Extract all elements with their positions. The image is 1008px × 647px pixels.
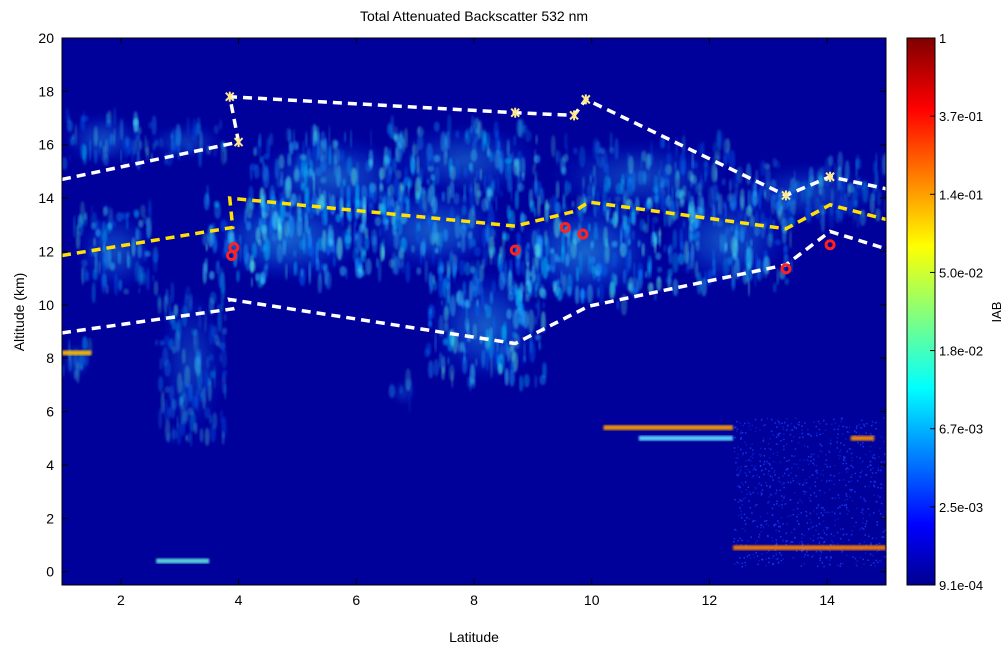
colorbar: [906, 37, 936, 586]
aerosol-band: [850, 435, 875, 441]
x-tick-label: 8: [470, 592, 478, 608]
colorbar-tick-label: 5.0e-02: [939, 265, 983, 280]
cloud-base-line: [62, 229, 886, 346]
cloud-region: [354, 176, 511, 284]
y-tick-label: 18: [38, 83, 54, 99]
y-tick-label: 8: [46, 350, 54, 366]
star-marker: [781, 190, 791, 201]
aerosol-layer: [62, 350, 886, 564]
y-tick-label: 0: [46, 564, 54, 580]
colorbar-tick-label: 3.7e-01: [939, 109, 983, 124]
x-tick-label: 10: [584, 592, 600, 608]
aerosol-band: [156, 558, 210, 564]
aerosol-band: [603, 425, 733, 431]
colorbar-tick-label: 6.7e-03: [939, 422, 983, 437]
y-tick-label: 2: [46, 510, 54, 526]
y-tick-label: 14: [38, 190, 54, 206]
aerosol-band: [732, 545, 886, 551]
chart-title: Total Attenuated Backscatter 532 nm: [360, 8, 588, 24]
colorbar-tick-label: 2.5e-03: [939, 500, 983, 515]
x-tick-label: 12: [702, 592, 718, 608]
x-tick-label: 14: [819, 592, 835, 608]
colorbar-tick-label: 1.4e-01: [939, 187, 983, 202]
cloud-layer: [62, 106, 886, 568]
cloud-region: [382, 114, 545, 208]
x-axis-label: Latitude: [449, 629, 499, 645]
marker-layer: [225, 91, 836, 275]
red-marker: [577, 228, 589, 240]
star-marker: [581, 94, 591, 105]
y-tick-label: 10: [38, 297, 54, 313]
colorbar-tick-label: 1.8e-02: [939, 344, 983, 359]
red-marker: [509, 244, 521, 256]
x-tick-label: 4: [235, 592, 243, 608]
red-marker: [559, 221, 571, 233]
star-marker: [233, 137, 244, 148]
tropopause-line: [62, 196, 886, 258]
colorbar-ticks: 1 3.7e-01 1.4e-01 5.0e-02 1.8e-02 6.7e-03 2.5e…: [930, 31, 983, 593]
cloud-region: [388, 368, 416, 415]
y-tick-label: 6: [46, 404, 54, 420]
y-tick-label: 4: [46, 457, 54, 473]
x-axis: 2 4 6 8 10 12 14: [117, 38, 835, 608]
cloud-region: [72, 199, 159, 304]
x-tick-label: 2: [117, 592, 125, 608]
cloud-region: [154, 281, 228, 448]
star-marker: [225, 91, 235, 102]
x-tick-label: 6: [352, 592, 360, 608]
star-marker: [825, 171, 835, 182]
star-marker: [510, 107, 520, 118]
y-tick-label: 16: [38, 137, 54, 153]
cloud-region: [62, 106, 145, 171]
y-axis-label: Altitude (km): [11, 273, 27, 352]
red-marker: [780, 263, 792, 275]
aerosol-band: [638, 435, 733, 441]
aerosol-band: [62, 350, 92, 356]
noise-region: [732, 417, 886, 568]
cloud-region: [424, 257, 547, 392]
star-marker: [569, 110, 579, 121]
red-marker: [824, 239, 836, 251]
y-tick-label: 20: [38, 30, 54, 46]
colorbar-label: IAB: [989, 302, 1004, 323]
colorbar-tick-label: 1: [939, 31, 946, 46]
y-tick-label: 12: [38, 243, 54, 259]
cloud-region: [144, 115, 228, 168]
colorbar-tick-label: 9.1e-04: [939, 578, 983, 593]
red-marker: [226, 249, 238, 261]
y-axis: 0 2 4 6 8 10 12 14 16 18 20: [38, 30, 886, 580]
